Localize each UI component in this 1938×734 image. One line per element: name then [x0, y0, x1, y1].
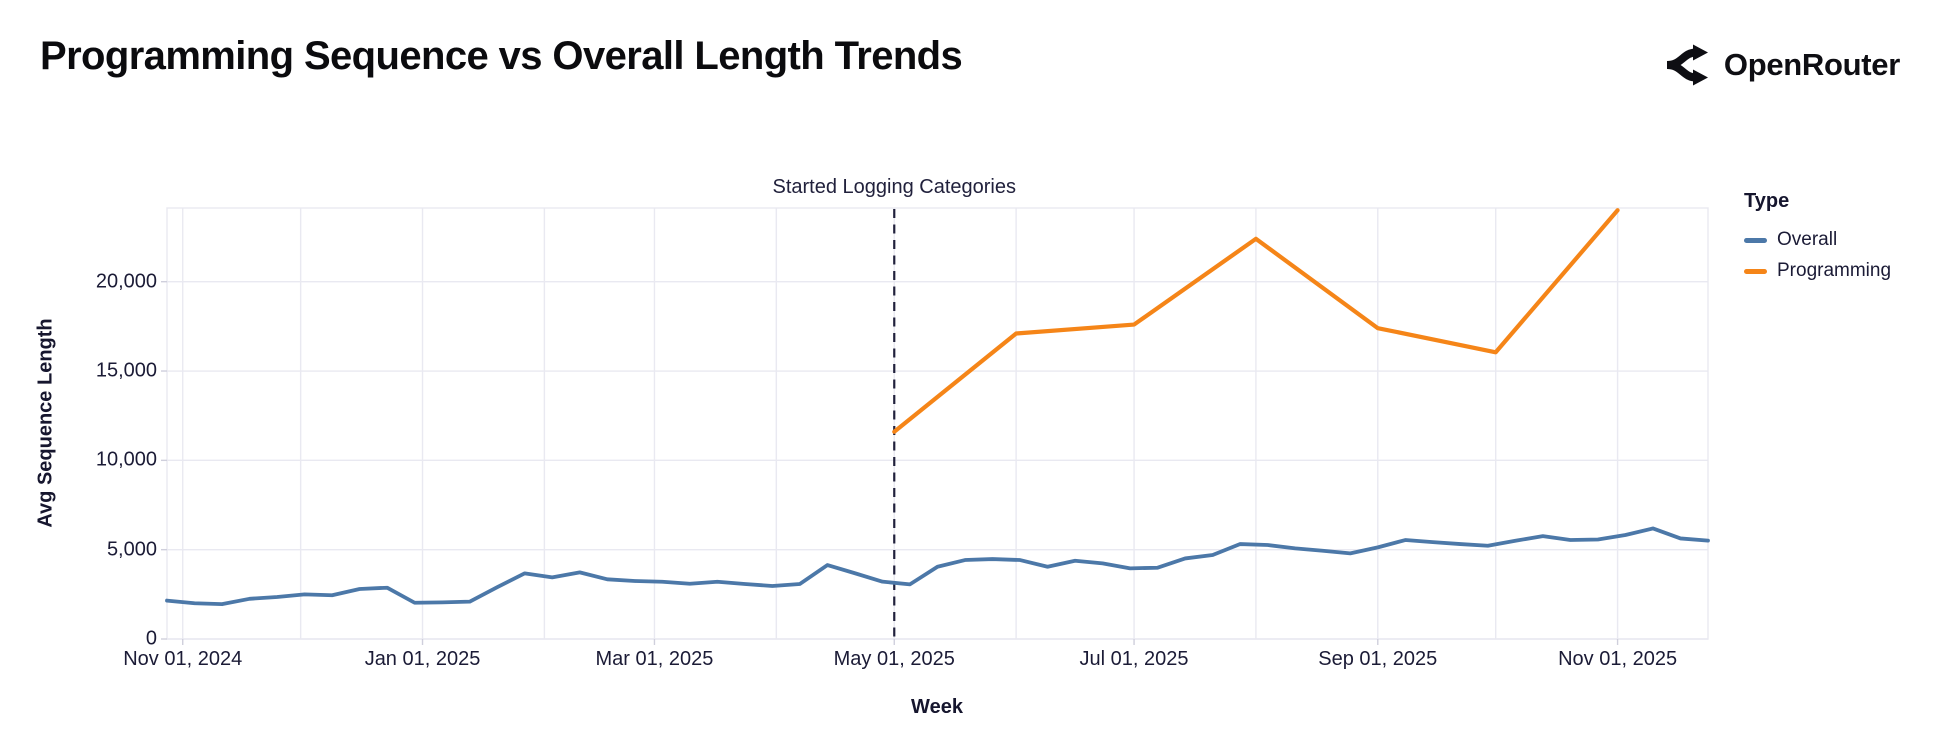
annotation-label: Started Logging Categories [772, 176, 1017, 198]
plot-border [166, 207, 1709, 640]
legend-label: Overall [1777, 229, 1838, 250]
x-tick-label: Mar 01, 2025 [595, 648, 714, 670]
y-tick-label: 5,000 [106, 538, 157, 561]
legend: Type Overall Programming [1744, 190, 1891, 291]
brand-name: OpenRouter [1723, 47, 1900, 82]
page-title: Programming Sequence vs Overall Length T… [40, 34, 963, 78]
legend-label: Programming [1777, 260, 1892, 281]
legend-item: Overall [1744, 229, 1891, 251]
x-tick-label: Jan 01, 2025 [364, 648, 481, 670]
y-tick-label: 15,000 [95, 359, 157, 382]
x-tick-label: Sep 01, 2025 [1318, 648, 1438, 670]
y-axis-title: Avg Sequence Length [34, 318, 57, 528]
openrouter-logo-icon [1666, 44, 1708, 86]
legend-items: Overall Programming [1744, 229, 1891, 282]
legend-swatch [1744, 237, 1767, 243]
x-tick-label: Nov 01, 2024 [123, 648, 243, 670]
x-tick-label: Nov 01, 2025 [1558, 648, 1678, 670]
x-axis-title: Week [911, 696, 963, 718]
series-line-programming [892, 208, 1620, 434]
x-tick-label: Jul 01, 2025 [1079, 648, 1189, 670]
x-tick-label: May 01, 2025 [833, 648, 955, 670]
legend-item: Programming [1744, 260, 1891, 282]
y-tick-label: 20,000 [95, 270, 157, 293]
y-tick-label: 0 [145, 627, 157, 650]
y-tick-label: 10,000 [95, 448, 157, 471]
legend-swatch [1744, 268, 1767, 274]
series-line-overall [165, 526, 1710, 607]
legend-title: Type [1744, 190, 1790, 212]
brand: OpenRouter [1663, 44, 1900, 86]
